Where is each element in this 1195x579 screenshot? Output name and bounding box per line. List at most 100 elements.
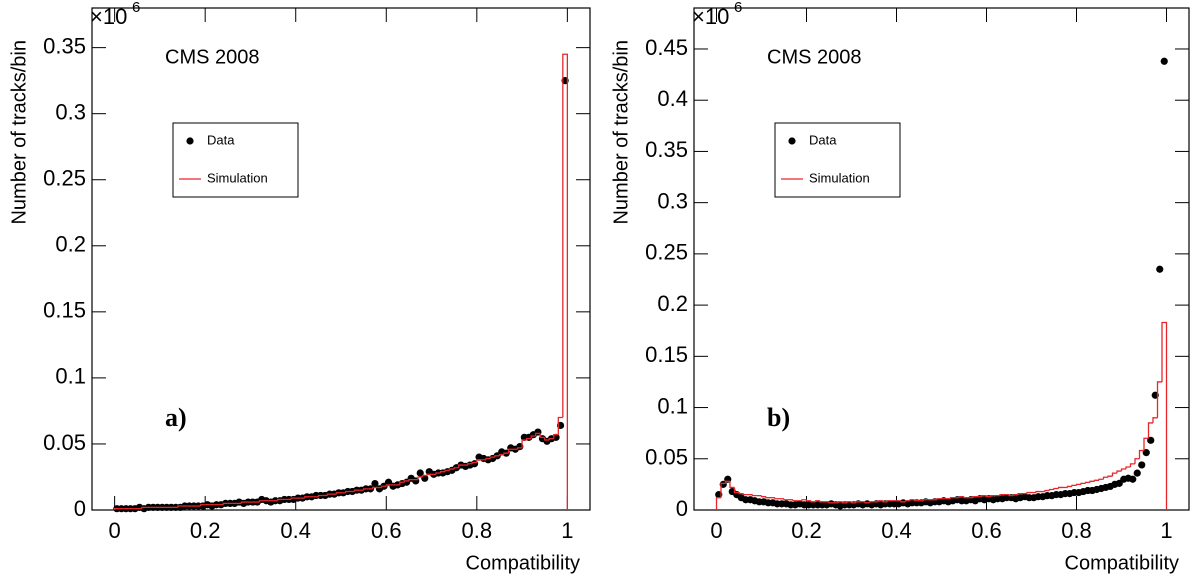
x-tick-label: 0.4 xyxy=(881,518,912,543)
histogram-step xyxy=(421,475,428,477)
histogram-step xyxy=(792,499,798,502)
histogram-step xyxy=(810,500,816,503)
legend-label: Data xyxy=(207,132,235,147)
histogram-step xyxy=(1057,486,1063,489)
histogram-step xyxy=(1035,490,1041,493)
histogram-step xyxy=(850,501,856,504)
y-tick-label: 0.35 xyxy=(43,33,86,58)
histogram-step xyxy=(868,501,874,503)
histogram-step xyxy=(317,494,323,497)
panel-label: b) xyxy=(767,403,790,432)
histogram-step xyxy=(1120,468,1126,472)
histogram-step xyxy=(738,492,744,495)
x-tick-label: 0.6 xyxy=(371,518,402,543)
data-point xyxy=(1129,475,1137,483)
histogram-step xyxy=(385,484,391,487)
histogram-step xyxy=(1161,321,1168,510)
histogram-step xyxy=(855,501,861,503)
histogram-step xyxy=(290,497,296,500)
histogram-step xyxy=(882,500,888,503)
y-tick-label: 0.3 xyxy=(657,188,688,213)
x-axis-label: Compatibility xyxy=(1065,552,1179,574)
histogram-step xyxy=(544,437,550,441)
data-point xyxy=(1147,436,1155,444)
histogram-step xyxy=(715,497,721,510)
histogram-step xyxy=(362,488,369,491)
histogram-step xyxy=(841,501,847,504)
data-point xyxy=(416,469,424,477)
histogram-step xyxy=(1125,466,1131,470)
histogram-step xyxy=(240,501,246,504)
histogram-step xyxy=(1084,481,1090,484)
y-tick-label: 0.4 xyxy=(657,86,688,111)
data-point xyxy=(1160,57,1168,65)
histogram-step xyxy=(886,500,892,502)
y-tick-label: 0.05 xyxy=(645,445,688,470)
histogram-step xyxy=(399,481,405,485)
histogram-step xyxy=(417,476,423,480)
histogram-step xyxy=(990,495,996,497)
x-tick-label: 0.8 xyxy=(462,518,493,543)
histogram-step xyxy=(1147,422,1153,439)
x-axis-label: Compatibility xyxy=(466,552,580,574)
histogram-step xyxy=(494,455,500,458)
y-axis-label: Number of tracks/bin xyxy=(8,40,30,225)
histogram-step xyxy=(498,453,504,456)
histogram-step xyxy=(1008,494,1014,497)
y-multiplier-exponent: 6 xyxy=(734,0,742,16)
histogram-step xyxy=(720,482,726,498)
y-tick-label: 0.2 xyxy=(55,232,86,257)
histogram-step xyxy=(1156,381,1162,418)
x-tick-label: 1 xyxy=(1160,518,1172,543)
histogram-step xyxy=(900,500,906,503)
legend-label: Simulation xyxy=(207,170,268,185)
histogram-step xyxy=(276,498,283,501)
histogram-step xyxy=(922,499,928,501)
x-tick-label: 0.6 xyxy=(971,518,1002,543)
y-tick-label: 0.15 xyxy=(645,342,688,367)
data-point xyxy=(1138,461,1146,469)
histogram-step xyxy=(453,467,459,470)
histogram-step xyxy=(200,504,206,507)
histogram-step xyxy=(539,433,545,438)
histogram-step xyxy=(972,496,978,498)
histogram-step xyxy=(1134,458,1140,464)
histogram-step xyxy=(1102,476,1108,480)
legend-marker xyxy=(186,137,194,145)
y-tick-label: 0.1 xyxy=(55,364,86,389)
legend-box xyxy=(172,122,299,198)
data-point xyxy=(1156,265,1164,273)
histogram-step xyxy=(783,498,789,501)
histogram-step xyxy=(1093,479,1099,482)
histogram-step xyxy=(1138,449,1144,459)
histogram-step xyxy=(729,481,735,489)
histogram-step xyxy=(353,489,360,492)
data-point xyxy=(1133,469,1141,477)
histogram-step xyxy=(774,497,780,500)
y-tick-label: 0.25 xyxy=(43,166,86,191)
histogram-step xyxy=(1066,485,1072,488)
histogram-step xyxy=(724,480,730,484)
histogram-step xyxy=(1048,488,1054,491)
x-tick-label: 0 xyxy=(710,518,722,543)
histogram-step xyxy=(503,452,509,455)
histogram-step xyxy=(999,493,1005,496)
histogram-step xyxy=(1012,493,1018,496)
histogram-step xyxy=(304,496,310,499)
histogram-step xyxy=(828,501,834,504)
histogram-step xyxy=(222,502,228,505)
x-tick-label: 0.2 xyxy=(791,518,822,543)
histogram-step xyxy=(344,490,351,493)
histogram-step xyxy=(801,499,807,501)
x-tick-label: 0.2 xyxy=(190,518,221,543)
histogram-step xyxy=(1075,483,1081,486)
histogram-step xyxy=(403,480,409,483)
y-tick-label: 0.3 xyxy=(55,99,86,124)
legend-label: Simulation xyxy=(809,170,870,185)
histogram-step xyxy=(177,505,183,508)
histogram-step xyxy=(476,459,482,463)
histogram-step xyxy=(525,438,532,440)
histogram-step xyxy=(562,53,569,510)
histogram-step xyxy=(1111,472,1117,477)
histogram-step xyxy=(381,485,387,488)
